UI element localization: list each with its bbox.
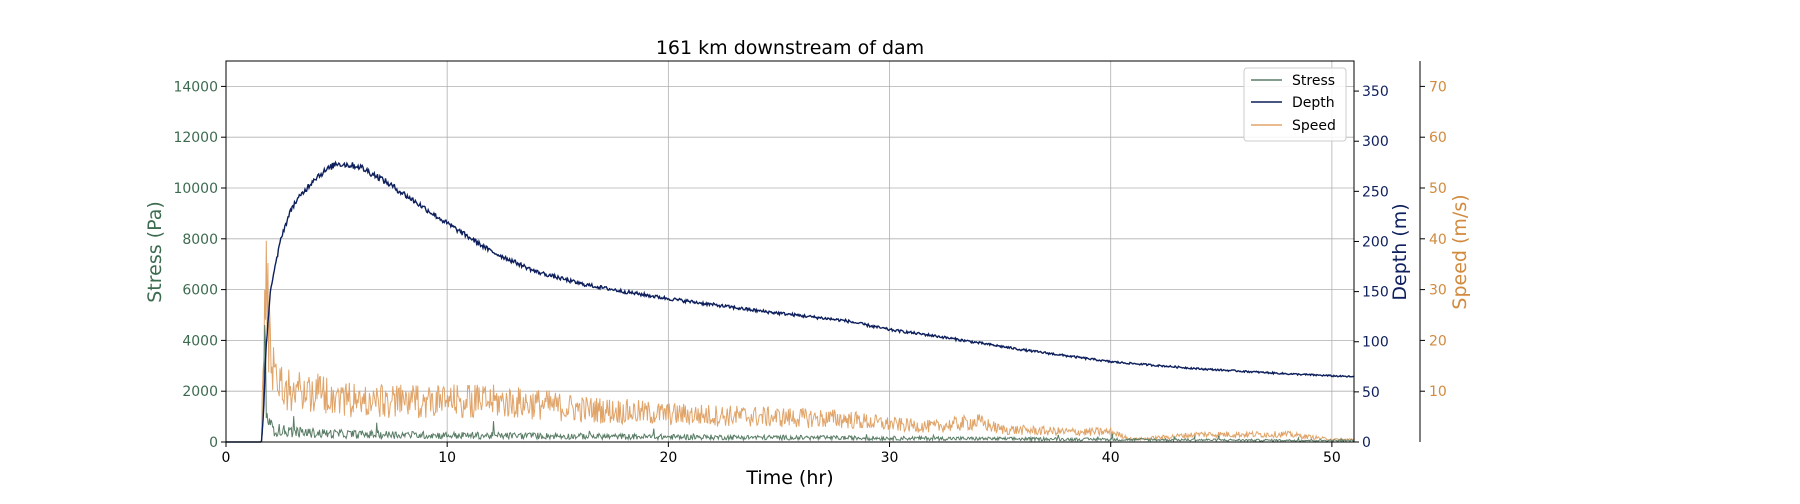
legend-label-depth: Depth bbox=[1292, 95, 1335, 111]
stress-axis-title: Stress (Pa) bbox=[144, 201, 166, 303]
depth-tick-label: 300 bbox=[1362, 134, 1389, 150]
stress-tick-label: 0 bbox=[209, 435, 218, 451]
legend-label-stress: Stress bbox=[1292, 73, 1335, 89]
x-axis-title: Time (hr) bbox=[745, 467, 833, 489]
stress-axis: 0 2000 4000 6000 8000 10000 12000 14000 bbox=[173, 79, 226, 451]
speed-tick-label: 20 bbox=[1429, 333, 1447, 349]
legend: Stress Depth Speed bbox=[1243, 67, 1347, 142]
series-lines bbox=[226, 160, 1355, 443]
depth-tick-label: 0 bbox=[1362, 435, 1371, 451]
depth-tick-label: 250 bbox=[1362, 184, 1389, 200]
stress-tick-label: 12000 bbox=[173, 130, 218, 146]
stress-tick-label: 14000 bbox=[173, 79, 218, 95]
x-tick-label: 30 bbox=[881, 450, 899, 466]
speed-tick-label: 60 bbox=[1429, 130, 1447, 146]
x-tick-label: 10 bbox=[438, 450, 456, 466]
speed-axis: 10 20 30 40 50 60 70 bbox=[1419, 61, 1447, 442]
stress-tick-label: 6000 bbox=[182, 283, 218, 299]
series-line-depth bbox=[226, 160, 1355, 443]
stress-tick-label: 2000 bbox=[182, 384, 218, 400]
chart-title: 161 km downstream of dam bbox=[656, 37, 924, 59]
x-tick-label: 50 bbox=[1323, 450, 1341, 466]
speed-tick-label: 40 bbox=[1429, 232, 1447, 248]
depth-axis-title: Depth (m) bbox=[1389, 203, 1411, 300]
speed-tick-label: 10 bbox=[1429, 384, 1447, 400]
x-tick-label: 40 bbox=[1102, 450, 1120, 466]
speed-tick-label: 70 bbox=[1429, 79, 1447, 95]
stress-tick-label: 4000 bbox=[182, 333, 218, 349]
speed-tick-label: 30 bbox=[1429, 283, 1447, 299]
legend-box bbox=[1243, 67, 1347, 142]
depth-axis: 0 50 100 150 200 250 300 350 bbox=[1354, 84, 1389, 451]
legend-label-speed: Speed bbox=[1292, 118, 1336, 134]
x-tick-label: 0 bbox=[222, 450, 231, 466]
stress-tick-label: 8000 bbox=[182, 232, 218, 248]
depth-tick-label: 50 bbox=[1362, 385, 1380, 401]
speed-tick-label: 50 bbox=[1429, 181, 1447, 197]
x-axis: 0 10 20 30 40 50 bbox=[222, 442, 1341, 466]
series-line-stress bbox=[226, 324, 1355, 443]
stress-tick-label: 10000 bbox=[173, 181, 218, 197]
depth-tick-label: 100 bbox=[1362, 335, 1389, 351]
depth-tick-label: 150 bbox=[1362, 285, 1389, 301]
depth-tick-label: 350 bbox=[1362, 84, 1389, 100]
series-line-speed bbox=[226, 240, 1355, 443]
depth-tick-label: 200 bbox=[1362, 234, 1389, 250]
speed-axis-title: Speed (m/s) bbox=[1449, 194, 1471, 309]
plot-frame bbox=[225, 60, 1355, 443]
x-tick-label: 20 bbox=[659, 450, 677, 466]
